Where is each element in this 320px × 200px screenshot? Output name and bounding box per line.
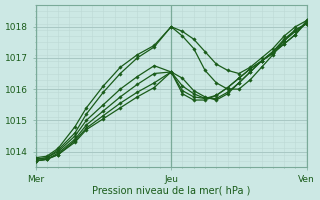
X-axis label: Pression niveau de la mer( hPa ): Pression niveau de la mer( hPa ) <box>92 185 250 195</box>
